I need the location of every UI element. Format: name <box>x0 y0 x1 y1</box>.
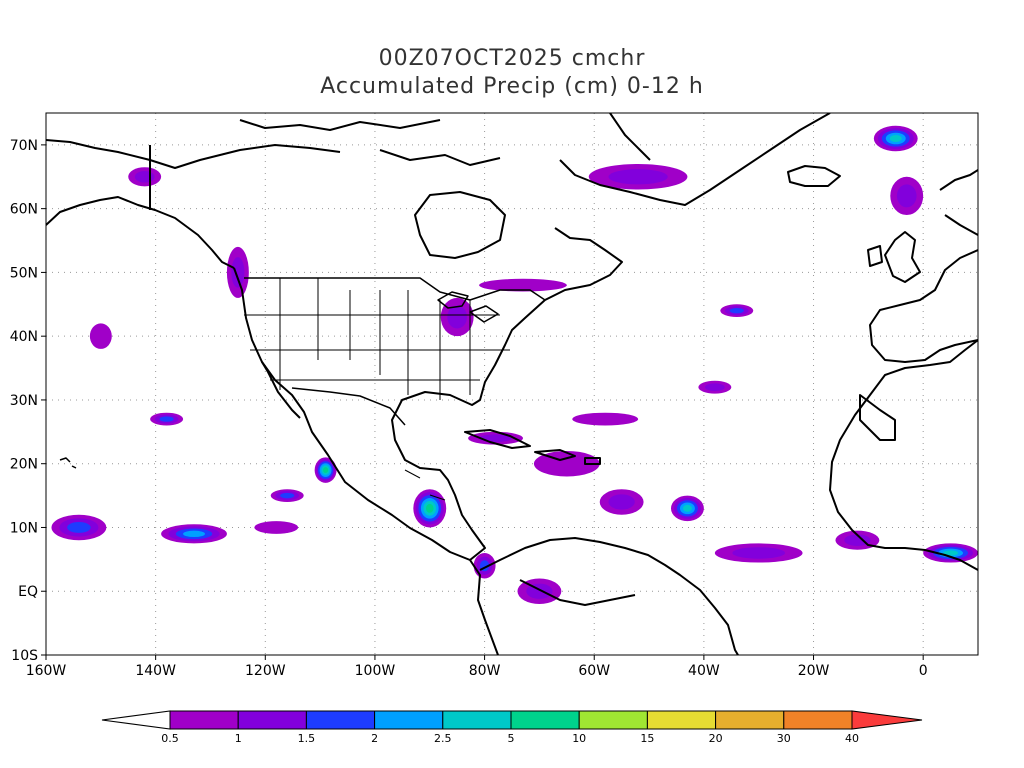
lon-label: 140W <box>135 663 176 679</box>
longitude-labels: 160W 140W 120W 100W 80W 60W 40W 20W 0 <box>26 655 928 679</box>
lon-label: 40W <box>688 663 720 679</box>
precip-area <box>698 380 732 394</box>
precip-area <box>161 524 227 544</box>
precip-area <box>720 304 754 318</box>
precip-contour <box>943 550 959 556</box>
lon-label: 160W <box>26 663 67 679</box>
precip-area <box>314 457 337 483</box>
precip-area <box>128 167 162 187</box>
precip-contour <box>134 171 155 183</box>
colorbar-label: 10 <box>572 732 586 745</box>
colorbar-segment <box>374 710 444 730</box>
colorbar-label: 2.5 <box>434 732 452 745</box>
precip-area <box>599 489 644 515</box>
map-background <box>46 113 978 655</box>
coastlines <box>46 113 978 655</box>
precip-contour <box>323 467 329 474</box>
colorbar-segment <box>510 710 580 730</box>
precip-area <box>51 514 107 541</box>
precip-area <box>150 412 184 426</box>
colorbar-segment <box>237 710 307 730</box>
map-title-line1: 00Z07OCT2025 cmchr <box>378 46 646 71</box>
precip-area <box>835 530 880 550</box>
lat-label: 60N <box>10 202 38 218</box>
precip-area <box>873 125 918 152</box>
colorbar-label: 1.5 <box>298 732 316 745</box>
precip-area <box>254 521 299 534</box>
precip-area <box>588 164 688 190</box>
colorbar-label: 20 <box>709 732 723 745</box>
precip-contour <box>447 305 468 329</box>
precip-contour <box>183 530 205 538</box>
precip-area <box>270 489 304 502</box>
colorbar-segment <box>578 710 648 730</box>
colorbar-segment <box>783 710 853 730</box>
precip-area <box>923 543 978 563</box>
precip-contour <box>729 307 744 314</box>
lon-label: 60W <box>578 663 610 679</box>
lat-label: 50N <box>10 265 38 281</box>
precip-area <box>89 323 112 349</box>
precip-contour <box>844 534 871 546</box>
colorbar-label: 40 <box>845 732 859 745</box>
precip-contour <box>896 184 917 208</box>
lat-label: 10S <box>11 648 38 664</box>
lat-label: 70N <box>10 138 38 154</box>
colorbar-high-arrow <box>851 710 923 730</box>
lon-label: 20W <box>798 663 830 679</box>
latitude-labels: 70N 60N 50N 40N 30N 20N 10N EQ 10S <box>10 138 46 664</box>
precip-contour <box>67 522 91 533</box>
precip-area <box>714 543 803 563</box>
precip-contour <box>159 416 174 422</box>
precip-contour <box>572 412 639 426</box>
colorbar-segment <box>305 710 376 730</box>
colorbar-segment <box>169 710 239 730</box>
precip-area <box>670 495 704 522</box>
precip-area <box>473 552 496 579</box>
lon-label: 120W <box>245 663 286 679</box>
colorbar-label: 30 <box>777 732 791 745</box>
precip-contour <box>479 278 567 292</box>
precip-area <box>890 176 924 216</box>
precip-contour <box>231 257 245 288</box>
colorbar-segment <box>715 710 785 730</box>
precip-contour <box>254 521 299 534</box>
lat-label: 30N <box>10 393 38 409</box>
precip-contour <box>89 323 112 349</box>
lon-label: 0 <box>919 663 928 679</box>
lat-label: 40N <box>10 329 38 345</box>
colorbar-label: 0.5 <box>161 732 179 745</box>
colorbar-label: 1 <box>235 732 242 745</box>
precip-contour <box>704 383 725 392</box>
map-title-line2: Accumulated Precip (cm) 0-12 h <box>320 74 704 99</box>
colorbar-label: 15 <box>640 732 654 745</box>
precip-contour <box>425 503 434 513</box>
precip-contour <box>732 547 786 559</box>
precip-area <box>413 489 447 528</box>
precip-contour <box>608 494 635 510</box>
precip-contour <box>682 504 692 512</box>
map-frame <box>45 112 979 656</box>
lon-label: 80W <box>469 663 501 679</box>
precip-area <box>440 297 474 337</box>
precip-area <box>572 412 639 426</box>
precip-contour <box>889 135 902 142</box>
colorbar-segment <box>442 710 512 730</box>
precip-contour <box>280 492 295 499</box>
lat-label: 10N <box>10 520 38 536</box>
colorbar-label: 5 <box>508 732 515 745</box>
colorbar-segment <box>646 710 717 730</box>
lat-label: 20N <box>10 457 38 473</box>
colorbar-low-arrow <box>101 710 171 730</box>
precip-area <box>479 278 567 292</box>
precip-area <box>226 246 249 298</box>
colorbar-label: 2 <box>371 732 378 745</box>
colorbar: 0.5 1 1.5 2 2.5 5 10 15 20 30 40 <box>101 710 923 745</box>
lon-label: 100W <box>355 663 396 679</box>
precip-contour <box>608 169 668 185</box>
lat-label: EQ <box>18 584 38 600</box>
